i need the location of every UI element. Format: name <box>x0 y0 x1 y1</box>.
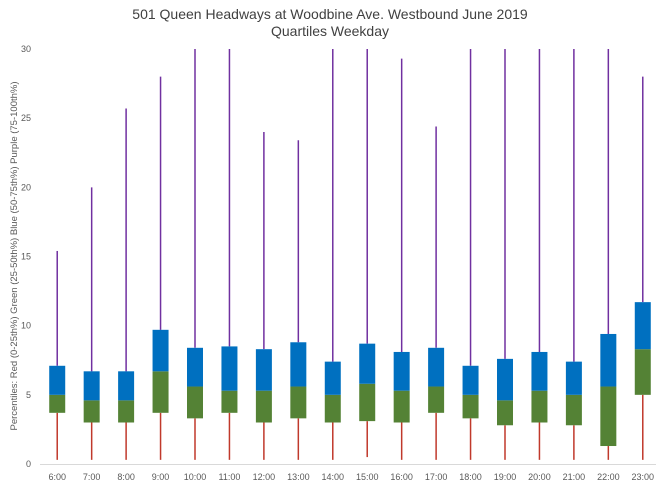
x-tick-label: 13:00 <box>287 472 310 482</box>
box-1800 <box>462 49 479 460</box>
upper-box <box>634 302 651 350</box>
box-900 <box>152 76 169 460</box>
x-tick-label: 8:00 <box>117 472 135 482</box>
upper-box <box>531 351 548 391</box>
box-1300 <box>290 140 307 460</box>
lower-box <box>255 390 272 423</box>
box-2000 <box>531 49 548 460</box>
box-600 <box>49 250 66 460</box>
y-tick-label: 10 <box>21 321 31 331</box>
upper-box <box>221 346 238 391</box>
x-tick-label: 7:00 <box>83 472 101 482</box>
box-1400 <box>324 49 341 460</box>
lower-box <box>359 383 376 422</box>
upper-box <box>324 361 341 395</box>
upper-box <box>152 329 169 372</box>
boxes <box>49 49 651 460</box>
upper-box <box>393 351 410 391</box>
box-1100 <box>221 49 238 460</box>
box-1500 <box>359 49 376 458</box>
box-1600 <box>393 58 410 460</box>
y-tick-label: 5 <box>26 390 31 400</box>
box-1900 <box>497 49 513 460</box>
y-tick-label: 25 <box>21 113 31 123</box>
y-tick-label: 30 <box>21 44 31 54</box>
box-2200 <box>600 49 617 460</box>
box-800 <box>118 108 135 460</box>
box-1700 <box>428 126 445 460</box>
lower-box <box>497 400 513 426</box>
x-tick-label: 19:00 <box>494 472 517 482</box>
upper-box <box>118 371 135 401</box>
lower-box <box>152 371 169 413</box>
lower-box <box>600 386 617 447</box>
x-tick-label: 11:00 <box>219 472 241 482</box>
lower-box <box>49 394 66 413</box>
lower-box <box>634 349 651 395</box>
x-tick-label: 10:00 <box>184 472 207 482</box>
x-tick-label: 23:00 <box>632 472 655 482</box>
lower-box <box>187 386 203 419</box>
upper-box <box>83 371 100 401</box>
x-tick-label: 21:00 <box>563 472 586 482</box>
upper-box <box>497 358 513 401</box>
chart-title: 501 Queen Headways at Woodbine Ave. West… <box>132 6 528 22</box>
x-tick-label: 17:00 <box>425 472 448 482</box>
box-1000 <box>187 49 203 460</box>
upper-box <box>359 343 376 384</box>
box-2300 <box>634 76 651 460</box>
x-tick-label: 6:00 <box>48 472 66 482</box>
x-tick-label: 12:00 <box>253 472 276 482</box>
upper-box <box>565 361 582 395</box>
x-tick-label: 22:00 <box>597 472 620 482</box>
upper-box <box>49 365 66 395</box>
x-axis-ticks: 6:00 7:00 8:00 9:00 10:00 11:00 12:00 13:00 14:0… <box>48 472 654 482</box>
y-axis-label: Percentiles: Red (0-25th%) Green (25-50t… <box>9 81 20 430</box>
lower-box <box>393 390 410 423</box>
box-700 <box>83 187 100 460</box>
y-tick-label: 15 <box>21 252 31 262</box>
y-tick-label: 0 <box>26 459 31 469</box>
x-tick-label: 15:00 <box>356 472 379 482</box>
x-tick-label: 20:00 <box>528 472 551 482</box>
y-tick-label: 20 <box>21 182 31 192</box>
lower-box <box>531 390 548 423</box>
x-tick-label: 18:00 <box>459 472 482 482</box>
x-tick-label: 9:00 <box>152 472 170 482</box>
upper-box <box>255 349 272 391</box>
upper-box <box>290 342 307 387</box>
box-2100 <box>565 49 582 460</box>
lower-box <box>324 394 341 423</box>
upper-box <box>187 347 203 387</box>
chart-subtitle: Quartiles Weekday <box>270 23 389 39</box>
lower-box <box>118 400 135 423</box>
box-1200 <box>255 132 272 460</box>
upper-box <box>462 365 479 395</box>
y-axis-ticks: 0 5 10 15 20 25 30 <box>21 44 31 469</box>
upper-box <box>600 333 617 387</box>
lower-box <box>462 394 479 419</box>
lower-box <box>428 386 445 413</box>
lower-box <box>565 394 582 426</box>
lower-box <box>221 390 238 413</box>
lower-box <box>290 386 307 419</box>
x-tick-label: 14:00 <box>322 472 345 482</box>
x-tick-label: 16:00 <box>390 472 413 482</box>
lower-box <box>83 400 100 423</box>
upper-box <box>428 347 445 387</box>
